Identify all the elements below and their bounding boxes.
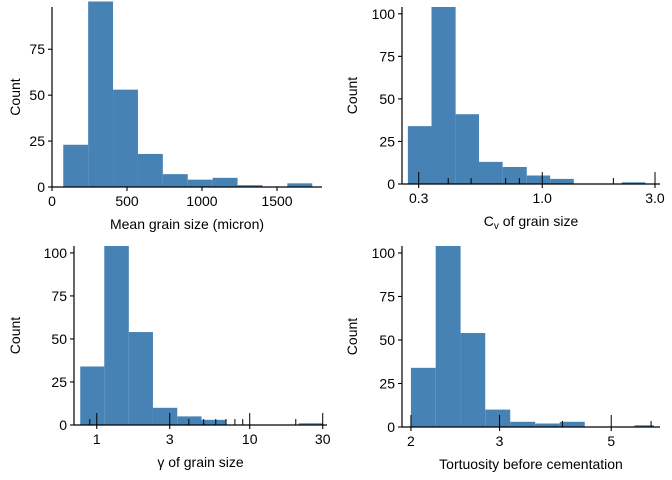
x-tick-label: 3: [496, 433, 504, 449]
y-tick-label: 50: [51, 331, 67, 347]
histogram-bar: [201, 419, 226, 425]
x-tick-label: 0.3: [409, 190, 429, 206]
histogram-bar: [621, 182, 646, 184]
histogram-bar: [455, 114, 480, 184]
y-tick-label: 75: [29, 41, 45, 57]
histogram-bar: [298, 423, 323, 425]
x-axis-label: Tortuosity before cementation: [439, 456, 623, 472]
y-tick-label: 0: [37, 179, 45, 195]
histogram-bar: [526, 175, 551, 184]
y-tick-label: 100: [44, 245, 68, 261]
histogram-bar: [634, 425, 654, 427]
x-tick-label: 1000: [186, 193, 217, 209]
x-axis-label: γ of grain size: [157, 454, 244, 470]
x-tick-label: 500: [115, 193, 139, 209]
histogram-bar: [407, 126, 432, 184]
x-tick-label: 3: [166, 431, 174, 447]
histogram-bar: [162, 174, 188, 187]
y-tick-label: 100: [372, 245, 396, 261]
panel-gamma-grain-size: 0 25 50 75 100 1 3 10 30 γ of grain size Count: [7, 245, 331, 470]
histogram-bar: [152, 407, 178, 425]
y-tick-label: 75: [51, 288, 67, 304]
y-tick-label: 25: [29, 133, 45, 149]
histogram-bar: [187, 179, 213, 187]
y-tick-label: 100: [372, 6, 396, 22]
y-tick-label: 75: [379, 48, 395, 64]
histogram-bar: [479, 161, 503, 185]
histogram-bar: [63, 144, 89, 187]
y-axis-label: Count: [344, 318, 360, 355]
x-tick-label: 3.0: [645, 190, 665, 206]
histogram-bar: [435, 246, 461, 427]
histogram-bar: [410, 367, 436, 427]
x-tick-label: 1.0: [533, 190, 553, 206]
x-axis-label: Mean grain size (micron): [110, 216, 264, 232]
y-tick-label: 0: [59, 417, 67, 433]
y-axis-label: Count: [7, 78, 23, 115]
histogram-bar: [80, 366, 105, 425]
histogram-bar: [485, 409, 511, 427]
y-tick-label: 25: [379, 375, 395, 391]
x-tick-label: 2: [407, 433, 415, 449]
x-tick-label: 1: [93, 431, 101, 447]
y-tick-label: 25: [379, 133, 395, 149]
histogram-bar: [431, 7, 456, 184]
panel-mean-grain-size: 0 25 50 75 0 500 1000 1500 Mean grain size (micr…: [7, 1, 322, 232]
histogram-bar: [502, 166, 527, 184]
histogram-bar: [237, 185, 263, 187]
histogram-bar: [287, 183, 313, 187]
histogram-bar: [113, 89, 138, 187]
x-axis-label: Cv of grain size: [484, 213, 579, 232]
y-tick-label: 25: [51, 374, 67, 390]
y-axis-label: Count: [344, 77, 360, 114]
histogram-bar: [510, 421, 536, 427]
panel-tortuosity: 0 25 50 75 100 2 3 5 Tortuosity before cementati…: [344, 245, 660, 472]
histogram-bar: [137, 153, 163, 187]
x-tick-label: 10: [242, 431, 258, 447]
histogram-bar: [550, 178, 574, 184]
x-tick-label: 0: [48, 193, 56, 209]
histogram-bar: [460, 333, 486, 427]
y-tick-label: 50: [379, 332, 395, 348]
y-axis-label: Count: [7, 317, 23, 354]
histogram-bar: [104, 246, 129, 425]
x-tick-label: 1500: [261, 193, 292, 209]
histogram-bar: [128, 332, 153, 425]
histogram-bar: [88, 1, 114, 187]
y-tick-label: 50: [29, 87, 45, 103]
histogram-bar: [535, 423, 560, 427]
y-tick-label: 50: [379, 91, 395, 107]
histogram-bar: [212, 177, 238, 187]
x-tick-label: 30: [315, 431, 331, 447]
panel-cv-grain-size: 0 25 50 75 100 0.3 1.0 3.0 Cv of grain size Count: [344, 6, 665, 232]
x-tick-label: 5: [607, 433, 615, 449]
histogram-bar: [559, 421, 585, 427]
histogram-bar: [177, 416, 202, 425]
y-tick-label: 75: [379, 288, 395, 304]
y-tick-label: 0: [387, 176, 395, 192]
y-tick-label: 0: [387, 419, 395, 435]
